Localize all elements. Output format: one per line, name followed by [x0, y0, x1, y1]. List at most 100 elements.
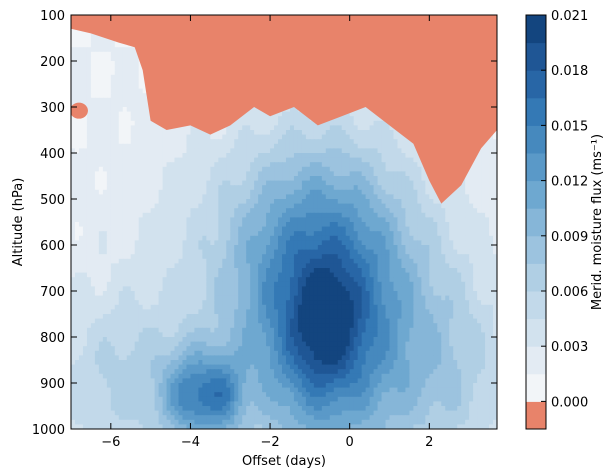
contour-cell [313, 130, 319, 136]
contour-cell [373, 194, 379, 200]
contour-cell [369, 134, 375, 140]
contour-cell [71, 56, 76, 62]
contour-cell [142, 162, 148, 168]
contour-cell [341, 120, 347, 126]
contour-cell [246, 148, 251, 154]
contour-cell [74, 125, 80, 131]
contour-cell [71, 157, 76, 163]
contour-cell [361, 171, 367, 177]
contour-cell [285, 157, 291, 163]
contour-cell [313, 153, 319, 159]
contour-cell [278, 176, 283, 182]
contour-cell [110, 171, 116, 177]
contour-cell [405, 166, 411, 172]
contour-cell [258, 148, 263, 154]
contour-cell [361, 217, 367, 223]
contour-cell [150, 148, 156, 154]
contour-cell [234, 199, 239, 205]
contour-cell [154, 166, 160, 172]
contour-cell [385, 153, 391, 159]
contour-cell [71, 88, 76, 94]
contour-cell [242, 143, 247, 149]
contour-cell [158, 226, 164, 232]
contour-cell [353, 116, 359, 122]
contour-cell [198, 203, 203, 209]
contour-cell [297, 208, 303, 214]
contour-cell [266, 189, 271, 195]
contour-cell [158, 148, 164, 154]
contour-cell [114, 61, 120, 67]
contour-cell [174, 222, 180, 228]
contour-cell [118, 125, 124, 131]
contour-cell [214, 162, 219, 168]
contour-cell [413, 222, 418, 228]
contour-cell [405, 217, 411, 223]
contour-cell [477, 203, 482, 209]
contour-cell [285, 130, 291, 136]
contour-cell [282, 180, 287, 186]
contour-cell [118, 153, 124, 159]
contour-cell [409, 194, 414, 200]
contour-cell [234, 166, 239, 172]
contour-cell [130, 222, 136, 228]
contour-cell [150, 189, 156, 195]
contour-cell [98, 79, 104, 85]
contour-cell [433, 199, 438, 205]
contour-cell [242, 208, 247, 214]
contour-cell [122, 199, 128, 205]
contour-cell [258, 180, 263, 186]
contour-cell [337, 120, 343, 126]
contour-cell [365, 134, 371, 140]
contour-cell [258, 194, 263, 200]
contour-cell [405, 176, 411, 182]
contour-cell [493, 153, 497, 159]
contour-cell [325, 203, 331, 209]
contour-cell [337, 171, 343, 177]
contour-cell [333, 139, 339, 145]
contour-cell [226, 125, 231, 131]
contour-cell [325, 189, 331, 195]
contour-cell [74, 116, 80, 122]
contour-cell [329, 166, 335, 172]
contour-cell [202, 171, 207, 177]
contour-cell [90, 74, 96, 80]
contour-cell [377, 120, 383, 126]
contour-cell [210, 166, 215, 172]
contour-cell [238, 143, 243, 149]
contour-cell [278, 217, 283, 223]
contour-cell [94, 33, 100, 39]
contour-cell [313, 166, 319, 172]
contour-cell [202, 162, 207, 168]
contour-cell [282, 148, 287, 154]
contour-cell [202, 222, 207, 228]
contour-cell [238, 226, 243, 232]
contour-cell [74, 65, 80, 71]
contour-cell [130, 153, 136, 159]
contour-cell [429, 189, 434, 195]
contour-cell [162, 143, 168, 149]
contour-cell [285, 226, 291, 232]
contour-cell [258, 176, 263, 182]
contour-cell [401, 222, 407, 228]
contour-cell [309, 176, 315, 182]
contour-cell [365, 162, 371, 168]
contour-cell [333, 153, 339, 159]
contour-cell [118, 199, 124, 205]
contour-cell [198, 185, 203, 191]
contour-cell [254, 120, 259, 126]
contour-cell [317, 171, 323, 177]
contour-cell [102, 61, 108, 67]
contour-cell [345, 125, 351, 131]
contour-cell [134, 157, 140, 163]
contour-cell [78, 194, 84, 200]
contour-cell [126, 153, 132, 159]
contour-cell [142, 194, 148, 200]
contour-cell [361, 222, 367, 228]
contour-cell [106, 212, 112, 218]
contour-cell [246, 189, 251, 195]
contour-cell [194, 199, 199, 205]
contour-cell [134, 107, 140, 113]
contour-cell [230, 176, 235, 182]
contour-cell [381, 212, 387, 218]
contour-cell [477, 194, 482, 200]
